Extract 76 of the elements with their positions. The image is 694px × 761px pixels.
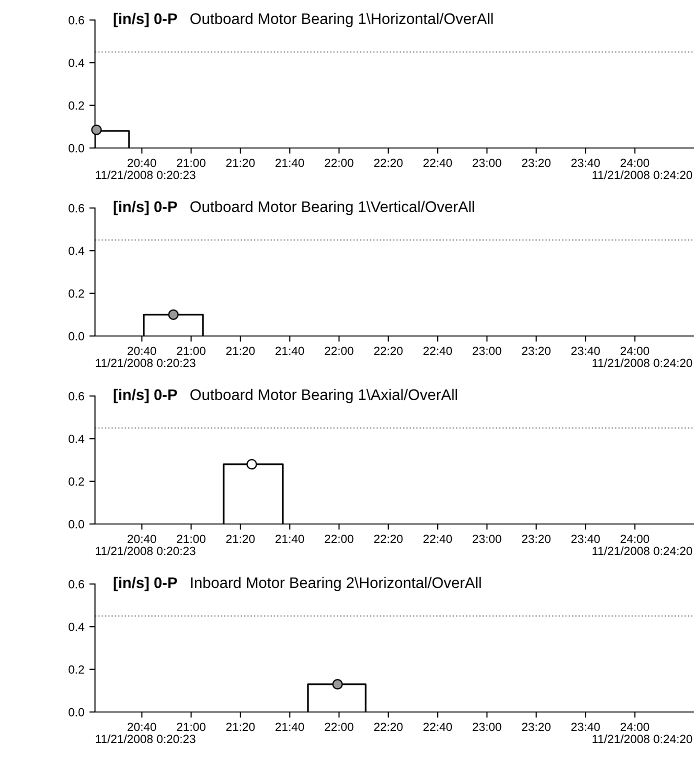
x-tick-label: 21:40 [276,722,304,732]
x-tick-label: 20:40 [128,346,156,356]
x-tick-label: 24:00 [620,534,650,544]
y-tick-label: 0.0 [68,520,84,528]
chart-subtitle: Inboard Motor Bearing 2\Horizontal/OverAll [191,576,481,592]
x-tick-label: 21:00 [176,534,206,544]
x-tick-label: 23:40 [571,158,600,168]
y-tick-label: 0.4 [68,58,84,68]
y-tick-label: 0.2 [68,477,84,486]
chart-title: [in/s] 0-P [114,12,177,28]
x-tick-label: 22:00 [324,534,354,544]
text: 11/21/2008 0:24:20 [592,170,692,180]
x-tick-label: 23:00 [472,534,502,544]
chart-subtitle: Outboard Motor Bearing 1\Vertical/OverAll [190,200,474,216]
chart-subtitle: Outboard Motor Bearing 1\Axial/OverAll [190,388,458,404]
x-tick-label: 24:00 [620,722,650,732]
x-tick-label: 21:20 [226,722,255,732]
x-tick-label: 21:00 [176,722,206,732]
y-tick-label: 0.6 [68,392,84,400]
y-tick-label: 0.4 [68,622,84,632]
x-tick-label: 20:40 [128,722,156,732]
text: 11/21/2008 0:20:23 [96,358,196,368]
chart-subtitle: Outboard Motor Bearing 1\Horizontal/OverAll [190,12,493,28]
x-tick-label: 20:40 [128,158,156,168]
x-tick-label: 22:20 [374,158,403,168]
x-tick-label: 23:40 [571,346,600,356]
text: 11/21/2008 0:24:20 [592,358,692,368]
x-tick-label: 23:40 [571,722,600,732]
y-tick-label: 0.6 [68,204,84,212]
x-tick-label: 21:40 [276,158,304,168]
x-tick-label: 23:00 [472,722,502,732]
text: 11/21/2008 0:20:23 [96,170,196,180]
y-tick-label: 0.2 [68,665,84,674]
x-tick-label: 21:20 [226,346,255,356]
x-tick-label: 22:00 [324,722,354,732]
text: 11/21/2008 0:24:20 [592,546,692,556]
y-tick-label: 0.0 [68,708,84,716]
y-tick-label: 0.0 [68,144,84,152]
chart-title: [in/s] 0-P [114,576,177,592]
chart-title: [in/s] 0-P [114,200,177,216]
x-tick-label: 22:00 [324,158,354,168]
x-tick-label: 23:20 [522,534,551,544]
x-tick-label: 22:00 [324,346,354,356]
x-tick-label: 20:40 [128,534,156,544]
text: 11/21/2008 0:20:23 [96,546,196,556]
x-tick-label: 23:00 [472,158,502,168]
x-tick-label: 22:40 [423,346,452,356]
x-tick-label: 21:00 [176,346,206,356]
x-tick-label: 24:00 [620,158,650,168]
text: 11/21/2008 0:24:20 [592,734,692,744]
x-tick-label: 24:00 [620,346,650,356]
x-tick-label: 22:40 [423,158,452,168]
x-tick-label: 23:20 [522,722,551,732]
x-tick-label: 22:20 [374,346,403,356]
x-tick-label: 21:20 [226,534,255,544]
y-tick-label: 0.4 [68,434,84,444]
x-tick-label: 22:20 [374,534,403,544]
x-tick-label: 23:20 [522,158,551,168]
x-tick-label: 22:20 [374,722,403,732]
chart-title: [in/s] 0-P [114,388,177,404]
x-tick-label: 21:00 [176,158,206,168]
x-tick-label: 23:00 [472,346,502,356]
text: 11/21/2008 0:20:23 [96,734,196,744]
y-tick-label: 0.6 [68,580,84,588]
y-tick-label: 0.6 [68,16,84,24]
y-tick-label: 0.2 [68,101,84,110]
x-tick-label: 21:40 [276,534,304,544]
x-tick-label: 23:40 [571,534,600,544]
x-tick-label: 22:40 [423,722,452,732]
x-tick-label: 21:40 [276,346,304,356]
y-tick-label: 0.0 [68,332,84,340]
x-tick-label: 22:40 [423,534,452,544]
x-tick-label: 21:20 [226,158,255,168]
y-tick-label: 0.4 [68,246,84,256]
x-tick-label: 23:20 [522,346,551,356]
y-tick-label: 0.2 [68,289,84,298]
